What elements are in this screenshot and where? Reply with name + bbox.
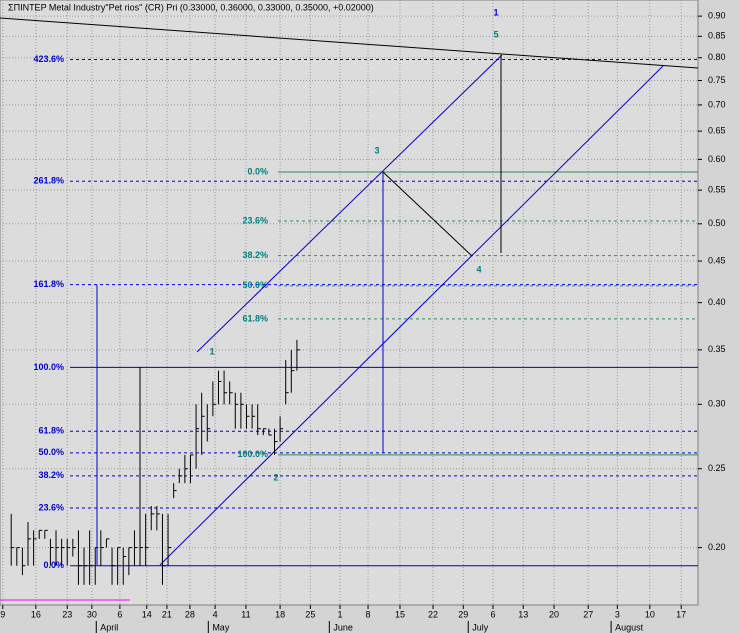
y-tick-label: 0.55	[708, 185, 726, 195]
x-tick-label: 22	[428, 609, 438, 619]
wave-line	[382, 171, 473, 257]
y-tick-label: 0.30	[708, 399, 726, 409]
x-tick-label: 6	[490, 609, 495, 619]
wave-label: 3	[374, 145, 379, 155]
x-tick-label: 16	[31, 609, 41, 619]
y-tick-label: 0.40	[708, 297, 726, 307]
wave-label: 4	[476, 264, 481, 274]
x-tick-label: 8	[366, 609, 371, 619]
x-tick-label: 3	[615, 609, 620, 619]
month-label: July	[472, 622, 489, 632]
fib-label: 0.0%	[43, 560, 64, 570]
y-tick-label: 0.70	[708, 99, 726, 109]
trend-line	[0, 17, 699, 69]
x-tick-label: 18	[275, 609, 285, 619]
y-tick-label: 0.45	[708, 255, 726, 265]
fib-label: 38.2%	[38, 470, 64, 480]
fib-label: 50.0%	[242, 280, 268, 290]
x-tick-label: 30	[87, 609, 97, 619]
fib-label: 423.6%	[33, 54, 64, 64]
fib-label: 161.8%	[33, 279, 64, 289]
x-tick-label: 17	[676, 609, 686, 619]
y-tick-label: 0.20	[708, 542, 726, 552]
fib-label: 100.0%	[237, 449, 268, 459]
x-tick-label: 14	[142, 609, 152, 619]
wave-label: 5	[493, 29, 498, 39]
channel-line	[159, 65, 664, 566]
y-tick-label: 0.65	[708, 125, 726, 135]
wave-label: 1	[209, 346, 214, 356]
y-tick-label: 0.25	[708, 463, 726, 473]
fib-label: 0.0%	[247, 166, 268, 176]
fib-label: 261.8%	[33, 176, 64, 186]
x-tick-label: 4	[213, 609, 218, 619]
fib-label: 38.2%	[242, 250, 268, 260]
fib-label: 50.0%	[38, 447, 64, 457]
x-tick-label: 29	[458, 609, 468, 619]
fib-label: 61.8%	[242, 313, 268, 323]
x-tick-label: 11	[241, 609, 250, 619]
x-tick-label: 15	[395, 609, 405, 619]
y-tick-label: 0.80	[708, 52, 726, 62]
wave-label: 2	[273, 472, 278, 482]
chart-title: ΣΠΙΝΤΕΡ Metal Industry"Pet rios" (CR) Pr…	[8, 2, 374, 12]
fib-label: 23.6%	[38, 502, 64, 512]
y-tick-label: 0.35	[708, 344, 726, 354]
x-tick-label: 13	[518, 609, 528, 619]
fib-label: 100.0%	[33, 362, 64, 372]
y-tick-label: 0.75	[708, 75, 726, 85]
month-label: August	[615, 622, 644, 632]
x-tick-label: 23	[62, 609, 72, 619]
x-tick-label: 6	[117, 609, 122, 619]
fib-label: 23.6%	[242, 215, 268, 225]
x-tick-label: 10	[645, 609, 655, 619]
fib-label: 61.8%	[38, 426, 64, 436]
x-tick-label: 20	[549, 609, 559, 619]
y-tick-label: 0.60	[708, 154, 726, 164]
y-tick-label: 0.90	[708, 10, 726, 20]
x-tick-label: 28	[185, 609, 195, 619]
x-tick-label: 21	[162, 609, 172, 619]
month-label: June	[333, 622, 353, 632]
month-label: May	[212, 622, 230, 632]
wave-label: 1	[493, 7, 498, 17]
y-tick-label: 0.50	[708, 218, 726, 228]
x-tick-label: 27	[583, 609, 593, 619]
x-tick-label: 9	[0, 609, 5, 619]
channel-line	[196, 54, 503, 353]
x-tick-label: 25	[305, 609, 315, 619]
month-label: April	[100, 622, 118, 632]
y-tick-label: 0.85	[708, 31, 726, 41]
x-tick-label: 1	[338, 609, 343, 619]
